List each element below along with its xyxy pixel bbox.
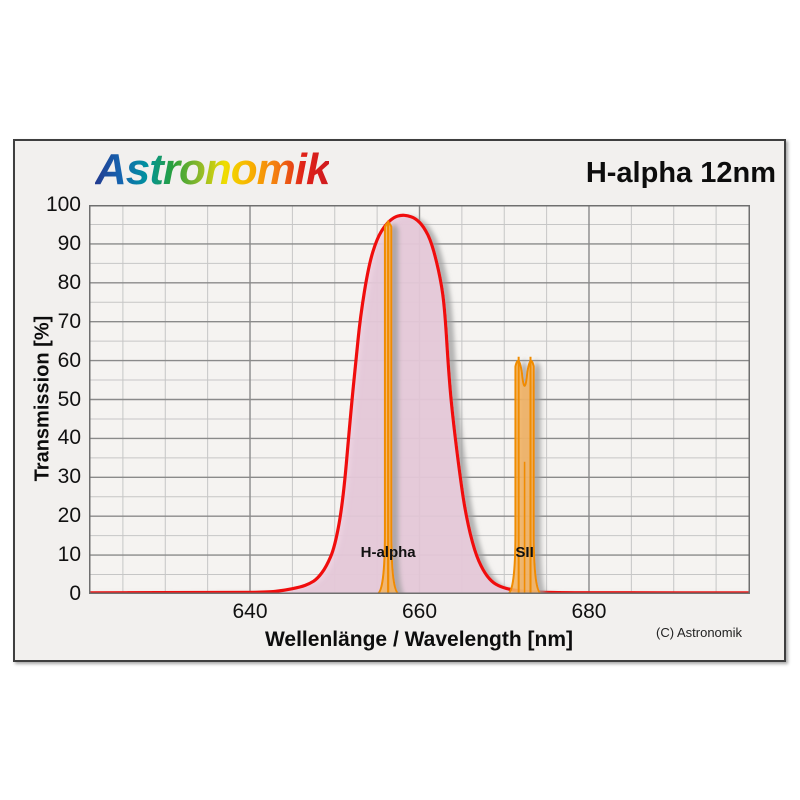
- y-tick-label: 90: [57, 231, 81, 255]
- filter-curve-line: [89, 213, 750, 594]
- x-tick-label: 660: [401, 600, 438, 623]
- astronomik-logo: Astronomik: [95, 145, 330, 194]
- chart-title: H-alpha 12nm: [585, 157, 776, 189]
- y-tick-label: 0: [69, 582, 81, 605]
- filter-curve-fill: [89, 215, 750, 594]
- chart-frame: Astronomik H-alpha 12nm H-alpha SII 0 10 20…: [13, 139, 786, 662]
- copyright-note: (C) Astronomik: [656, 625, 742, 640]
- y-tick-label: 80: [57, 270, 81, 294]
- emission-lines: [376, 220, 543, 594]
- y-tick-label: 30: [57, 465, 81, 489]
- filter-curve: [89, 213, 750, 594]
- x-tick-label: 680: [571, 600, 607, 623]
- y-axis-title: Transmission [%]: [31, 315, 54, 482]
- y-tick-label: 20: [57, 504, 81, 528]
- y-tick-label: 10: [57, 543, 81, 567]
- y-tick-label: 100: [45, 193, 81, 216]
- emission-label-sii: SII: [515, 544, 533, 561]
- y-tick-label: 40: [57, 426, 81, 450]
- y-tick-label: 70: [57, 309, 81, 333]
- plot-border: [89, 205, 750, 594]
- x-tick-label: 640: [232, 600, 268, 623]
- emission-label-h-alpha: H-alpha: [361, 544, 417, 561]
- y-tick-label: 60: [57, 348, 81, 372]
- x-axis-title: Wellenlänge / Wavelength [nm]: [264, 628, 574, 651]
- y-tick-label: 50: [57, 387, 81, 411]
- transmission-plot: H-alpha SII: [89, 205, 750, 594]
